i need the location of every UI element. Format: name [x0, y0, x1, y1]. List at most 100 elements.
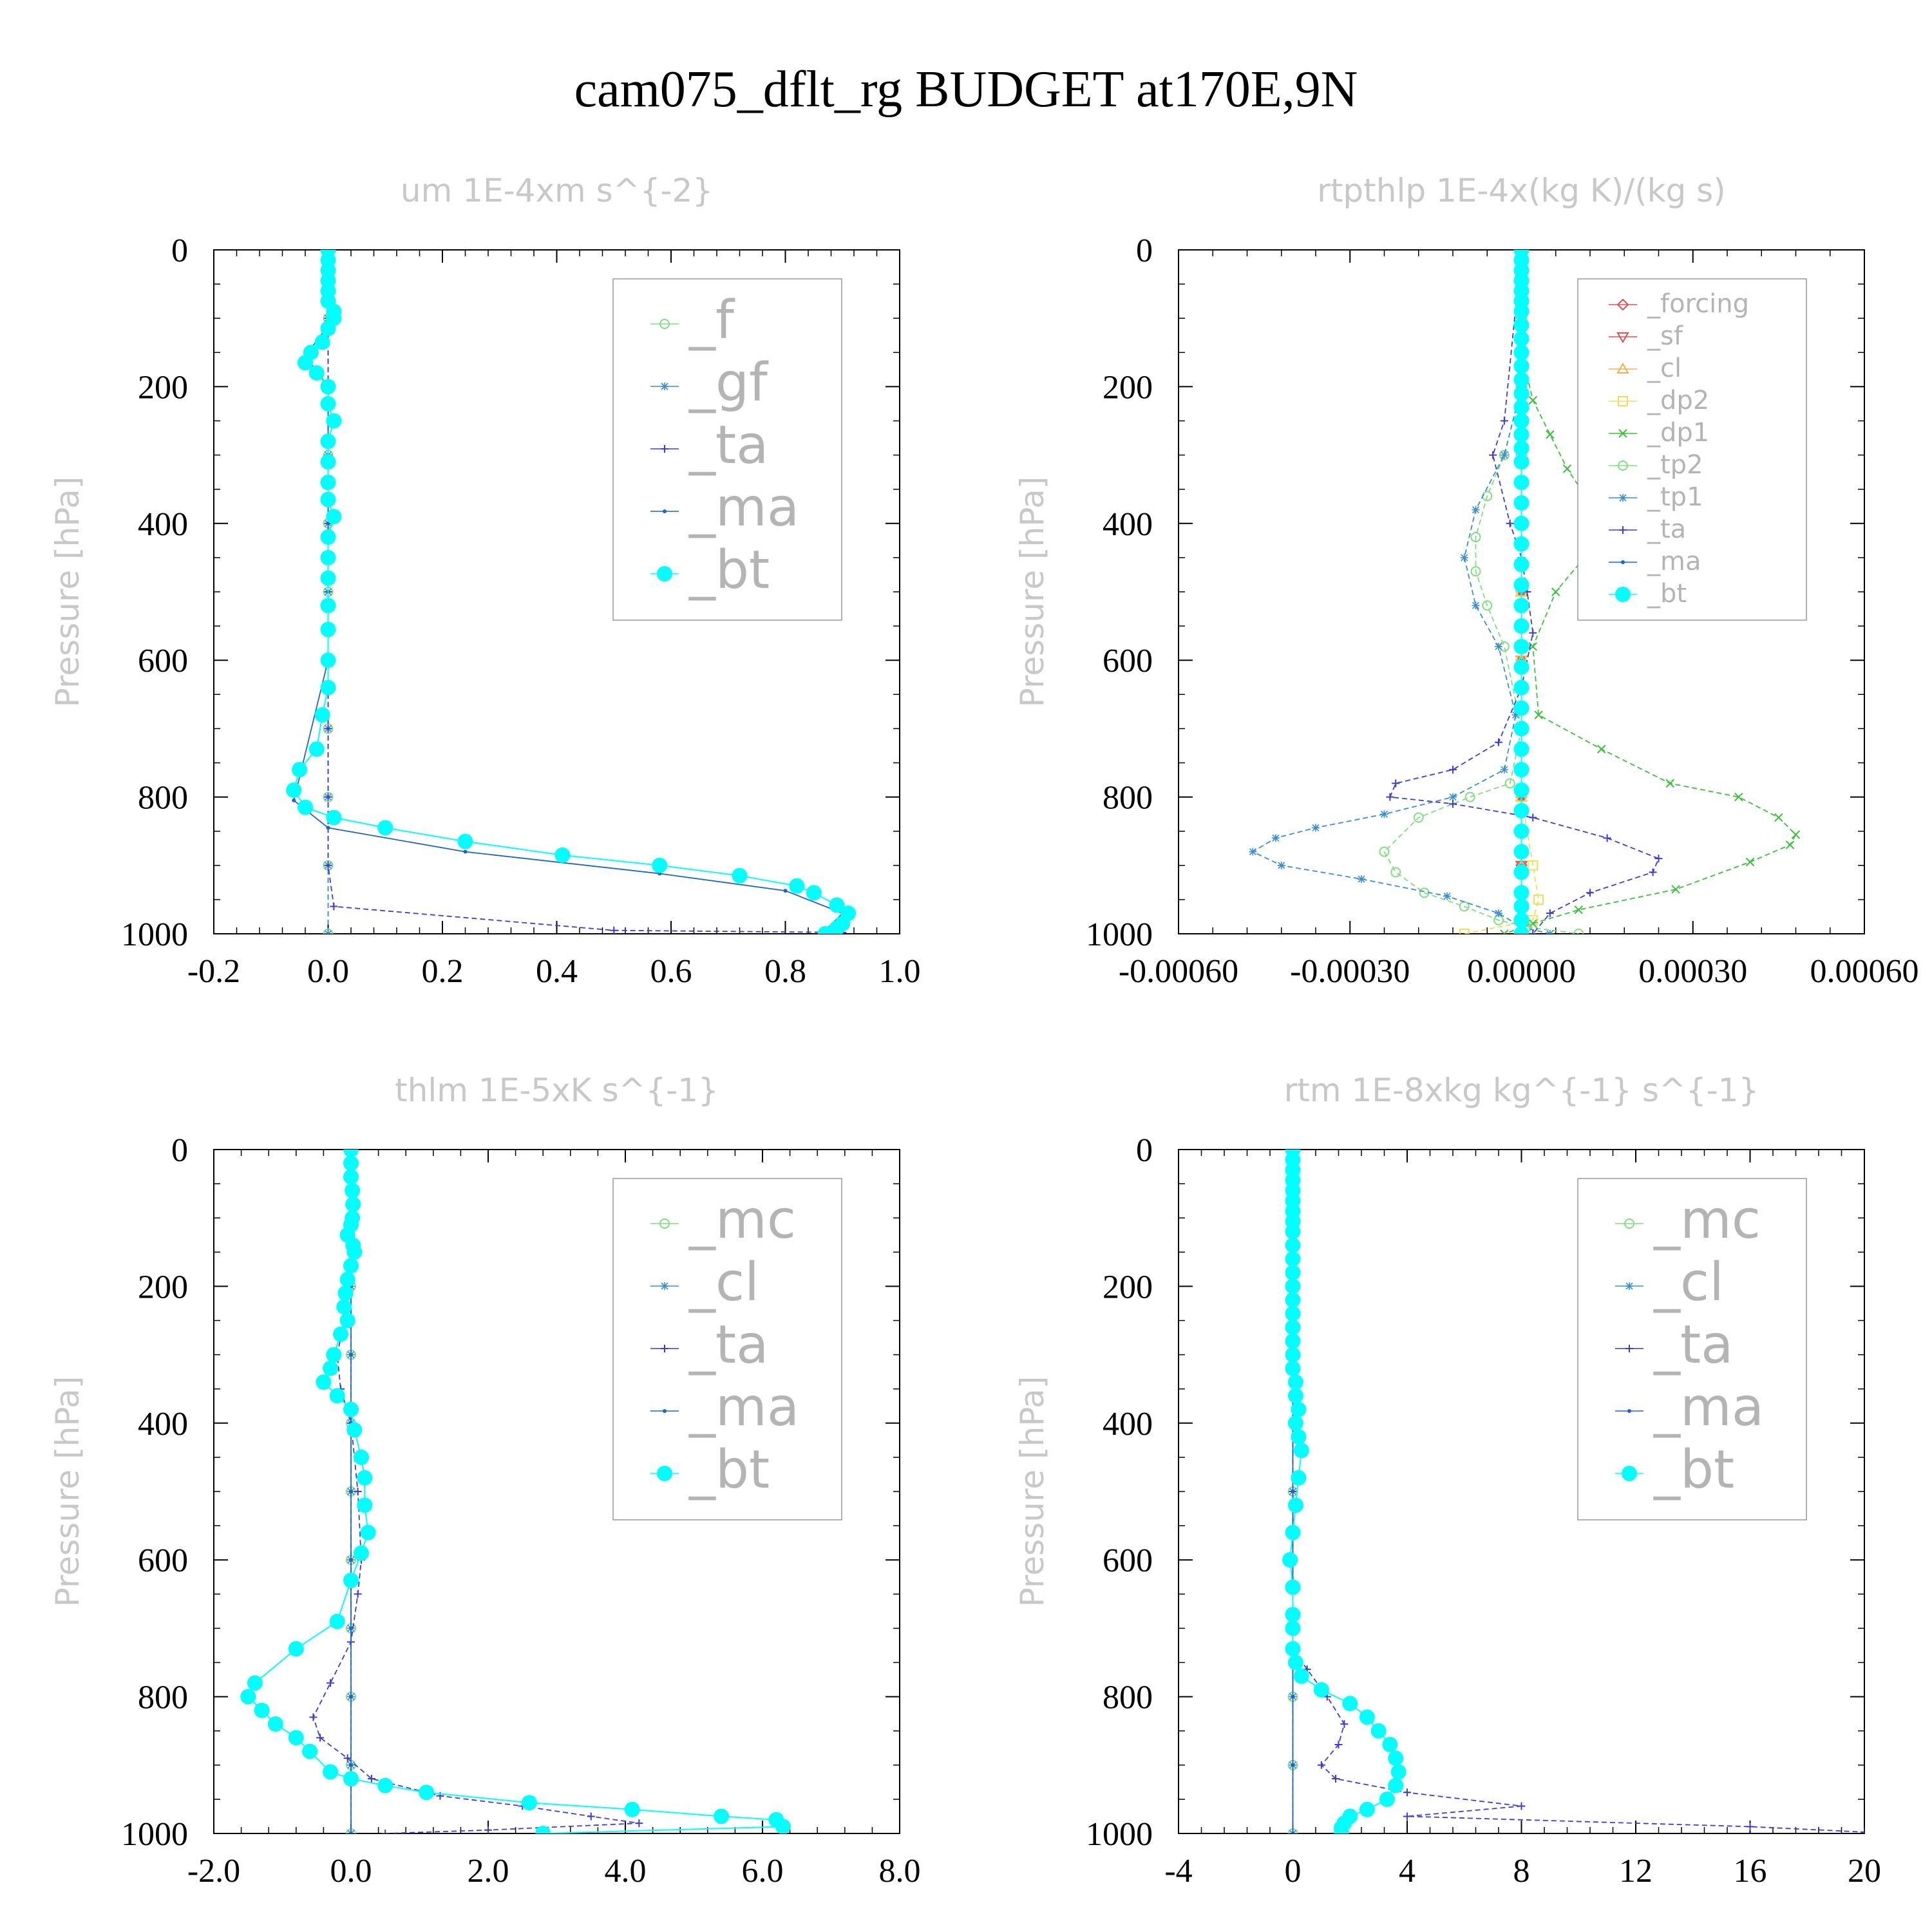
legend: _mc_cl_ta_ma_bt: [1577, 1178, 1807, 1520]
x-tick-label: 0.0: [307, 953, 349, 990]
y-tick-label: 0: [1136, 232, 1153, 269]
legend-marker-ma: [1627, 1409, 1631, 1413]
legend-marker-bt: [657, 1466, 672, 1481]
x-tick-label: 0.6: [650, 953, 692, 990]
legend-marker-tp2: [1618, 460, 1628, 471]
seriesta-point: [1332, 1775, 1340, 1783]
seriesbt-point: [1513, 618, 1530, 634]
x-tick-label: 0.00060: [1810, 953, 1919, 990]
seriesbt-point: [320, 570, 336, 586]
seriesta-point: [1546, 909, 1554, 918]
chart-panel-2: -0.00060 -0.00030 0.00000 0.00030 0.00060 0 20…: [1014, 172, 1919, 990]
seriesbt-point: [1513, 912, 1530, 928]
seriesta-point: [1517, 1802, 1526, 1810]
y-tick-label: 400: [1103, 506, 1153, 543]
legend-marker-ma: [663, 509, 667, 513]
seriesbt-point: [314, 707, 330, 723]
seriesbt-point: [343, 1150, 359, 1157]
seriestp1-point: [1277, 861, 1285, 869]
x-tick-label: -0.00060: [1119, 953, 1238, 990]
legend-marker-mc: [659, 1218, 670, 1229]
legend-label: _forcing: [1647, 289, 1749, 319]
seriesbt-point: [247, 1675, 263, 1691]
x-tick-label: -4: [1164, 1853, 1192, 1889]
seriesdp1-point: [1791, 830, 1801, 839]
seriesta-point: [330, 902, 338, 911]
legend-marker-sf: [1616, 332, 1629, 344]
legend-marker-bt: [657, 566, 672, 582]
seriesta-point: [1403, 1788, 1411, 1797]
seriesbt-point: [343, 1258, 359, 1274]
seriesbt-point: [377, 1777, 393, 1794]
seriesbt-point: [343, 1401, 359, 1417]
seriesbt: [240, 1150, 791, 1833]
seriesbt-point: [1287, 1374, 1303, 1390]
y-tick-label: 600: [138, 643, 188, 679]
seriesdp1-point: [1562, 464, 1572, 473]
legend-marker-ta: [661, 445, 668, 453]
y-tick-label: 600: [1103, 643, 1153, 679]
seriesbt-point: [714, 1808, 730, 1824]
seriesma-point: [783, 889, 788, 893]
y-tick-label: 200: [138, 1269, 188, 1305]
seriesta-point: [309, 1713, 317, 1721]
x-tick-label: 16: [1734, 1853, 1767, 1889]
seriesta-point: [635, 1819, 643, 1828]
legend-marker-ta: [1619, 526, 1627, 534]
seriestp2-point: [1573, 929, 1584, 934]
seriesbt-point: [535, 1826, 551, 1833]
y-axis-label: Pressure [hPa]: [49, 1376, 86, 1607]
series-area: [240, 1150, 791, 1833]
seriesma-point: [1291, 1832, 1295, 1833]
seriesbt-point: [1513, 782, 1530, 798]
seriestp1-point: [1546, 930, 1554, 934]
chart-panels: -0.2 0.0 0.2 0.4 0.6 0.8 1.002004006008001000u…: [49, 172, 1919, 1889]
seriesbt-point: [652, 857, 668, 873]
x-tick-label: 12: [1619, 1853, 1653, 1889]
seriesbt-point: [1513, 358, 1530, 374]
legend-label: _mc: [688, 1189, 796, 1251]
legend-marker-bt: [1622, 1466, 1637, 1481]
seriesbt-point: [1513, 700, 1530, 716]
y-tick-label: 600: [1103, 1542, 1153, 1579]
x-tick-label: 0.4: [536, 953, 578, 990]
seriesbt-point: [336, 1299, 352, 1315]
y-tick-label: 0: [1136, 1132, 1153, 1169]
legend: _forcing_sf _cl _dp2 _dp1_tp2_tp1 _ta _ma _bt: [1577, 278, 1807, 621]
seriesgf-point: [324, 930, 332, 934]
seriesbt-point: [1285, 1524, 1301, 1540]
seriesbt-point: [320, 652, 336, 668]
seriesbt-point: [1285, 1292, 1301, 1308]
legend-label: _bt: [1653, 1439, 1734, 1501]
seriesbt-point: [1287, 1415, 1303, 1431]
seriesdp1-point: [1528, 919, 1537, 928]
seriesbt-point: [346, 1244, 363, 1260]
seriesta-point: [1403, 1812, 1411, 1821]
seriesbt-point: [1293, 1668, 1309, 1684]
x-tick-label: 8: [1513, 1853, 1530, 1889]
seriesta-point: [1649, 868, 1657, 876]
seriesbt-point: [1513, 721, 1530, 737]
seriesbt-point: [326, 509, 342, 525]
seriesta-point: [1392, 779, 1400, 788]
seriestp1-point: [1460, 553, 1468, 562]
legend-label: _tp2: [1647, 450, 1703, 480]
seriesbt-point: [829, 920, 845, 934]
seriesbt-point: [1285, 1305, 1301, 1321]
seriesbt-point: [333, 1326, 349, 1342]
seriesbt-point: [1390, 1764, 1406, 1780]
legend-label: _gf: [688, 352, 769, 413]
seriesbt-point: [1379, 1791, 1395, 1807]
seriesbt-point: [326, 413, 342, 429]
seriesbt-point: [320, 433, 336, 450]
seriesbt-point: [1285, 1620, 1301, 1636]
legend-marker-ta: [1625, 1345, 1633, 1352]
figure-title: cam075_dflt_rg BUDGET at170E,9N: [574, 61, 1358, 118]
seriestp1-point: [1495, 642, 1502, 650]
legend-label: _ma: [1647, 547, 1701, 576]
y-axis-label: Pressure [hPa]: [1014, 1376, 1051, 1607]
seriesta-point: [1603, 834, 1611, 842]
seriesbt-point: [1513, 762, 1530, 778]
seriesta-point: [1506, 519, 1514, 527]
